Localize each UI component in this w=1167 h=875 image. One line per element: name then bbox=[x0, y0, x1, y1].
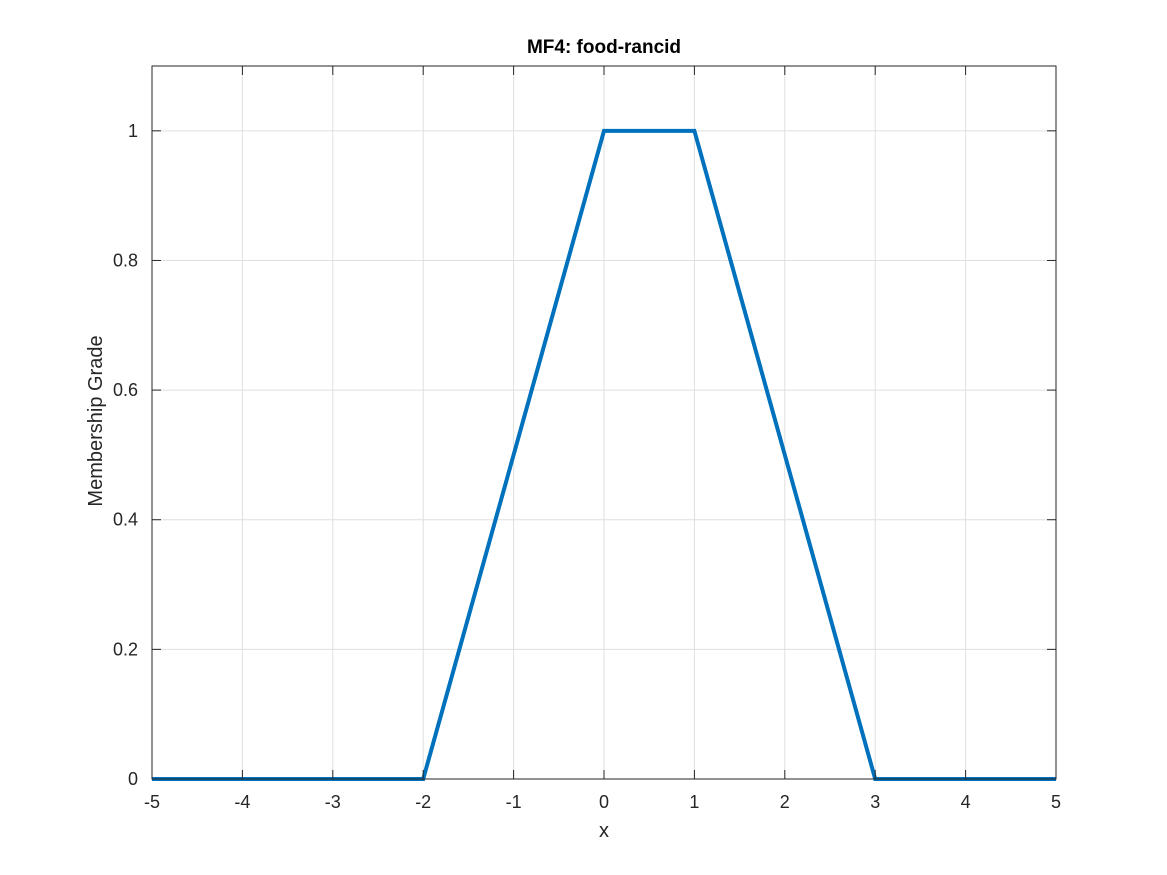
x-tick-label: -2 bbox=[415, 792, 431, 812]
x-tick-label: 4 bbox=[961, 792, 971, 812]
x-tick-label: -1 bbox=[506, 792, 522, 812]
x-tick-label: 3 bbox=[870, 792, 880, 812]
x-tick-label: 5 bbox=[1051, 792, 1061, 812]
y-tick-label: 0.8 bbox=[113, 250, 138, 270]
x-axis-label: x bbox=[599, 820, 609, 842]
y-tick-label: 0 bbox=[128, 769, 138, 789]
x-tick-labels: -5 -4 -3 -2 -1 0 1 2 3 4 5 bbox=[144, 792, 1061, 812]
chart-title: MF4: food-rancid bbox=[527, 37, 681, 58]
x-tick-label: 2 bbox=[780, 792, 790, 812]
x-tick-label: -3 bbox=[325, 792, 341, 812]
y-tick-label: 1 bbox=[128, 121, 138, 141]
x-tick-label: -5 bbox=[144, 792, 160, 812]
x-tick-label: 0 bbox=[599, 792, 609, 812]
y-tick-label: 0.4 bbox=[113, 510, 138, 530]
y-tick-labels: 0 0.2 0.4 0.6 0.8 1 bbox=[113, 121, 138, 789]
y-axis-label: Membership Grade bbox=[85, 335, 107, 506]
y-tick-label: 0.2 bbox=[113, 639, 138, 659]
y-tick-label: 0.6 bbox=[113, 380, 138, 400]
x-tick-label: 1 bbox=[689, 792, 699, 812]
tick-marks bbox=[151, 66, 1057, 780]
x-tick-label: -4 bbox=[234, 792, 250, 812]
